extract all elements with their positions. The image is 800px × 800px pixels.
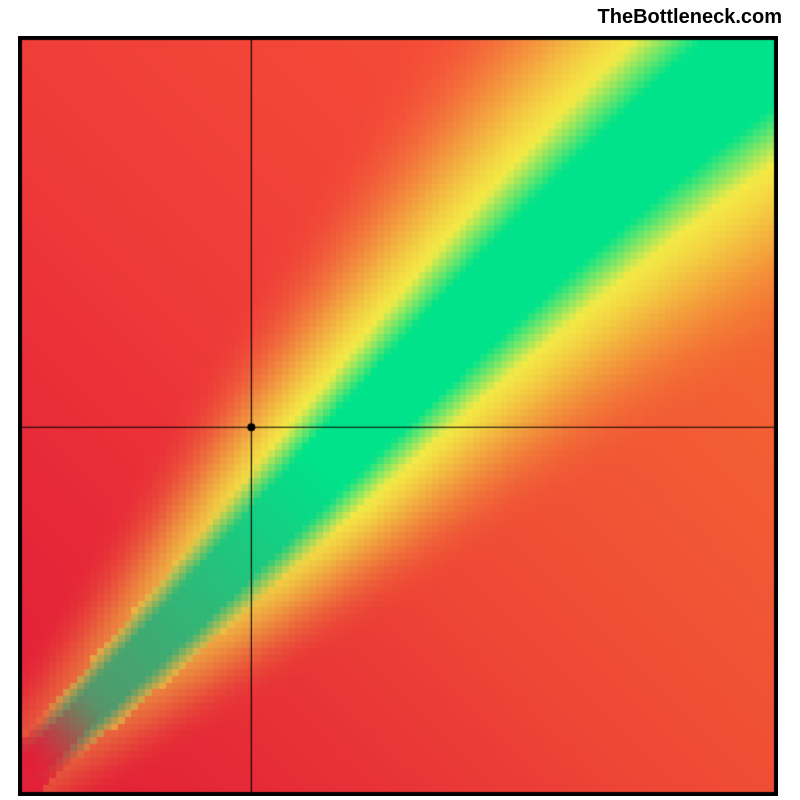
bottleneck-heatmap: [18, 36, 778, 796]
watermark-text: TheBottleneck.com: [598, 6, 782, 29]
